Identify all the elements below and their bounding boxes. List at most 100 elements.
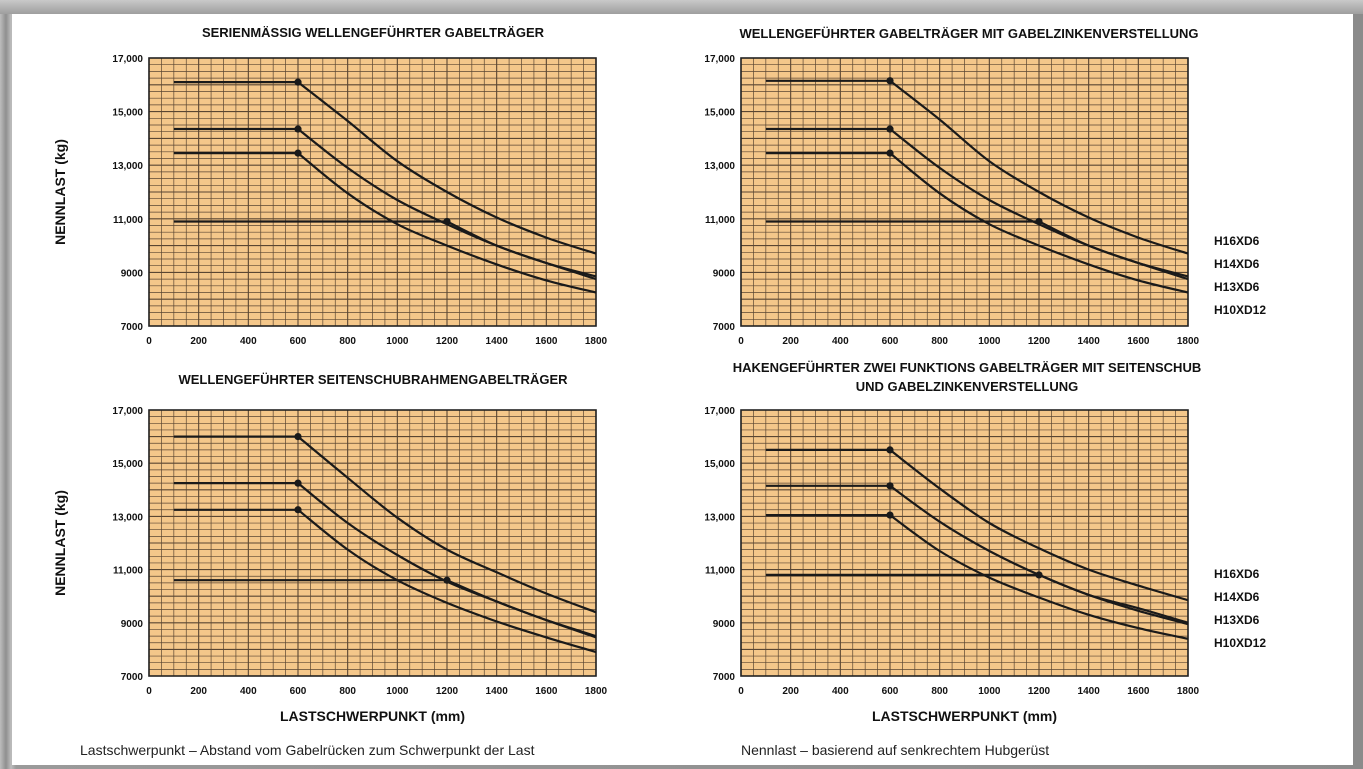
y-tick-label: 7000 [713,322,736,333]
y-tick-label: 13,000 [112,512,143,523]
series-line-3 [765,152,1189,294]
series-line-1 [173,435,597,614]
grid [740,409,1189,677]
data-point-marker [886,511,894,519]
legend-entry: H16XD6 [1214,234,1260,248]
data-point-marker [886,77,894,85]
plot-frame [740,409,1189,677]
data-point-marker [294,78,302,86]
data-point-marker [294,149,302,157]
x-tick-label: 800 [339,686,356,697]
top-border [0,0,1363,14]
x-tick-label: 1000 [978,336,1001,347]
x-tick-label: 1000 [978,686,1001,697]
chart-title: SERIENMÄSSIG WELLENGEFÜHRTER GABELTRÄGER [202,25,545,40]
x-tick-label: 0 [146,336,152,347]
y-tick-label: 9000 [713,268,736,279]
x-tick-label: 1400 [486,336,509,347]
legend-entry: H14XD6 [1214,257,1260,271]
x-tick-label: 1800 [585,686,608,697]
x-tick-label: 1200 [1028,336,1051,347]
data-point-marker [886,149,894,157]
x-tick-label: 1800 [1177,336,1200,347]
y-tick-label: 15,000 [704,108,735,119]
legend-entry: H10XD12 [1214,636,1266,650]
x-tick-label: 1000 [386,686,409,697]
y-tick-label: 9000 [121,268,144,279]
legend-entry: H13XD6 [1214,613,1260,627]
x-tick-label: 600 [290,686,307,697]
x-tick-label: 400 [832,336,849,347]
chart-title: HAKENGEFÜHRTER ZWEI FUNKTIONS GABELTRÄGE… [733,360,1201,375]
chart-title: WELLENGEFÜHRTER GABELTRÄGER MIT GABELZIN… [739,26,1198,41]
series-line-4 [765,573,1189,624]
data-point-marker [443,217,451,226]
y-tick-label: 15,000 [704,459,735,470]
data-point-marker [1035,217,1043,226]
x-tick-label: 200 [782,686,799,697]
y-tick-label: 17,000 [704,54,735,65]
y-tick-label: 13,000 [704,512,735,523]
y-tick-label: 7000 [121,672,144,683]
x-tick-label: 0 [146,686,152,697]
series-line-3 [765,514,1189,640]
x-tick-label: 1000 [386,336,409,347]
legend-entry: H10XD12 [1214,303,1266,317]
data-point-marker [294,125,302,133]
data-point-marker [886,482,894,490]
chart-title: WELLENGEFÜHRTER SEITENSCHUBRAHMENGABELTR… [178,372,568,387]
data-point-marker [294,479,302,487]
y-tick-label: 17,000 [112,406,143,417]
chart-3: 0 200 400 600 800 1000 1200 1400 1600 1800 7000 900… [52,372,608,724]
y-tick-label: 17,000 [704,406,735,417]
y-tick-label: 15,000 [112,108,143,119]
x-tick-label: 1600 [1127,336,1150,347]
y-tick-label: 9000 [713,619,736,630]
x-tick-label: 800 [931,686,948,697]
x-tick-label: 800 [931,336,948,347]
plot-frame [740,57,1189,327]
legend-entry: H13XD6 [1214,280,1260,294]
y-tick-label: 11,000 [705,566,735,577]
series-line-4 [765,220,1189,281]
x-tick-label: 1200 [436,336,459,347]
x-tick-label: 1600 [535,686,558,697]
x-tick-label: 600 [882,336,899,347]
x-axis-label: LASTSCHWERPUNKT (mm) [280,708,465,724]
x-tick-label: 400 [240,686,257,697]
chart-1: 0 200 400 600 800 1000 1200 1400 1600 1800 7000 900… [52,25,608,347]
series-line-3 [173,508,597,654]
y-axis-label: NENNLAST (kg) [52,490,68,596]
x-tick-label: 1400 [486,686,509,697]
x-tick-label: 0 [738,336,744,347]
x-tick-label: 1400 [1078,686,1101,697]
x-tick-label: 1200 [1028,686,1051,697]
chart-2: 0 200 400 600 800 1000 1200 1400 1600 1800 7000 900… [704,26,1266,347]
chart-title: UND GABELZINKENVERSTELLUNG [856,379,1078,394]
y-tick-label: 13,000 [112,161,143,172]
footnote-left: Lastschwerpunkt – Abstand vom Gabelrücke… [80,742,535,758]
plot-frame [148,409,597,677]
x-tick-label: 1200 [436,686,459,697]
y-tick-label: 11,000 [113,215,143,226]
x-tick-label: 600 [882,686,899,697]
chart-4: 0 200 400 600 800 1000 1200 1400 1600 1800 7000 900… [704,360,1266,724]
y-tick-label: 17,000 [112,54,143,65]
series-line-1 [173,81,597,255]
x-tick-label: 1600 [1127,686,1150,697]
y-tick-label: 15,000 [112,459,143,470]
data-point-marker [886,125,894,133]
y-tick-label: 7000 [121,322,144,333]
data-point-marker [1035,571,1043,579]
x-tick-label: 400 [832,686,849,697]
x-tick-label: 1600 [535,336,558,347]
x-tick-label: 800 [339,336,356,347]
y-tick-label: 13,000 [704,161,735,172]
x-axis-label: LASTSCHWERPUNKT (mm) [872,708,1057,724]
y-tick-label: 11,000 [705,215,735,226]
series-line-4 [173,579,597,639]
series-line-3 [173,152,597,294]
x-tick-label: 600 [290,336,307,347]
